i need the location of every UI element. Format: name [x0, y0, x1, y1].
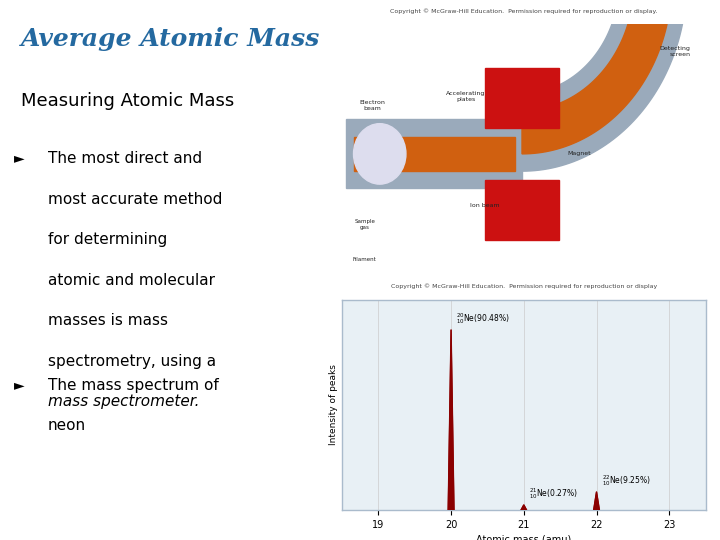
- Text: neon: neon: [48, 418, 86, 434]
- Text: for determining: for determining: [48, 232, 167, 247]
- Text: Electron
beam: Electron beam: [359, 100, 385, 111]
- Text: $^{21}_{10}$Ne(0.27%): $^{21}_{10}$Ne(0.27%): [529, 486, 577, 501]
- Text: ►: ►: [14, 151, 24, 165]
- Text: Copyright © McGraw-Hill Education.  Permission required for reproduction or disp: Copyright © McGraw-Hill Education. Permi…: [390, 8, 657, 14]
- Text: Magnet: Magnet: [567, 151, 590, 157]
- Text: Detecting
screen: Detecting screen: [660, 46, 690, 57]
- Polygon shape: [448, 330, 454, 510]
- Polygon shape: [485, 180, 559, 240]
- Text: The most direct and: The most direct and: [48, 151, 202, 166]
- Text: atomic and molecular: atomic and molecular: [48, 273, 215, 288]
- Text: Copyright © McGraw-Hill Education.  Permission required for reproduction or disp: Copyright © McGraw-Hill Education. Permi…: [391, 284, 657, 289]
- Polygon shape: [522, 0, 687, 171]
- Text: $^{20}_{10}$Ne(90.48%): $^{20}_{10}$Ne(90.48%): [456, 311, 510, 326]
- Polygon shape: [593, 492, 600, 510]
- Text: Sample
gas: Sample gas: [354, 219, 375, 230]
- Text: masses is mass: masses is mass: [48, 313, 168, 328]
- Text: Ion beam: Ion beam: [469, 203, 500, 208]
- Polygon shape: [522, 0, 672, 154]
- Text: most accurate method: most accurate method: [48, 192, 222, 207]
- Text: Average Atomic Mass: Average Atomic Mass: [20, 27, 320, 51]
- Circle shape: [354, 124, 406, 184]
- X-axis label: Atomic mass (amu): Atomic mass (amu): [476, 534, 572, 540]
- Polygon shape: [354, 137, 515, 171]
- Text: The mass spectrum of: The mass spectrum of: [48, 378, 219, 393]
- Text: mass spectrometer.: mass spectrometer.: [48, 394, 199, 409]
- Text: Filament: Filament: [353, 257, 377, 262]
- Text: spectrometry, using a: spectrometry, using a: [48, 354, 216, 369]
- Text: Measuring Atomic Mass: Measuring Atomic Mass: [20, 92, 234, 110]
- Polygon shape: [346, 119, 522, 188]
- Polygon shape: [485, 68, 559, 128]
- Text: $^{22}_{10}$Ne(9.25%): $^{22}_{10}$Ne(9.25%): [602, 473, 650, 488]
- Text: ►: ►: [14, 378, 24, 392]
- Y-axis label: Intensity of peaks: Intensity of peaks: [329, 364, 338, 445]
- Text: Accelerating
plates: Accelerating plates: [446, 91, 485, 102]
- Polygon shape: [521, 505, 527, 510]
